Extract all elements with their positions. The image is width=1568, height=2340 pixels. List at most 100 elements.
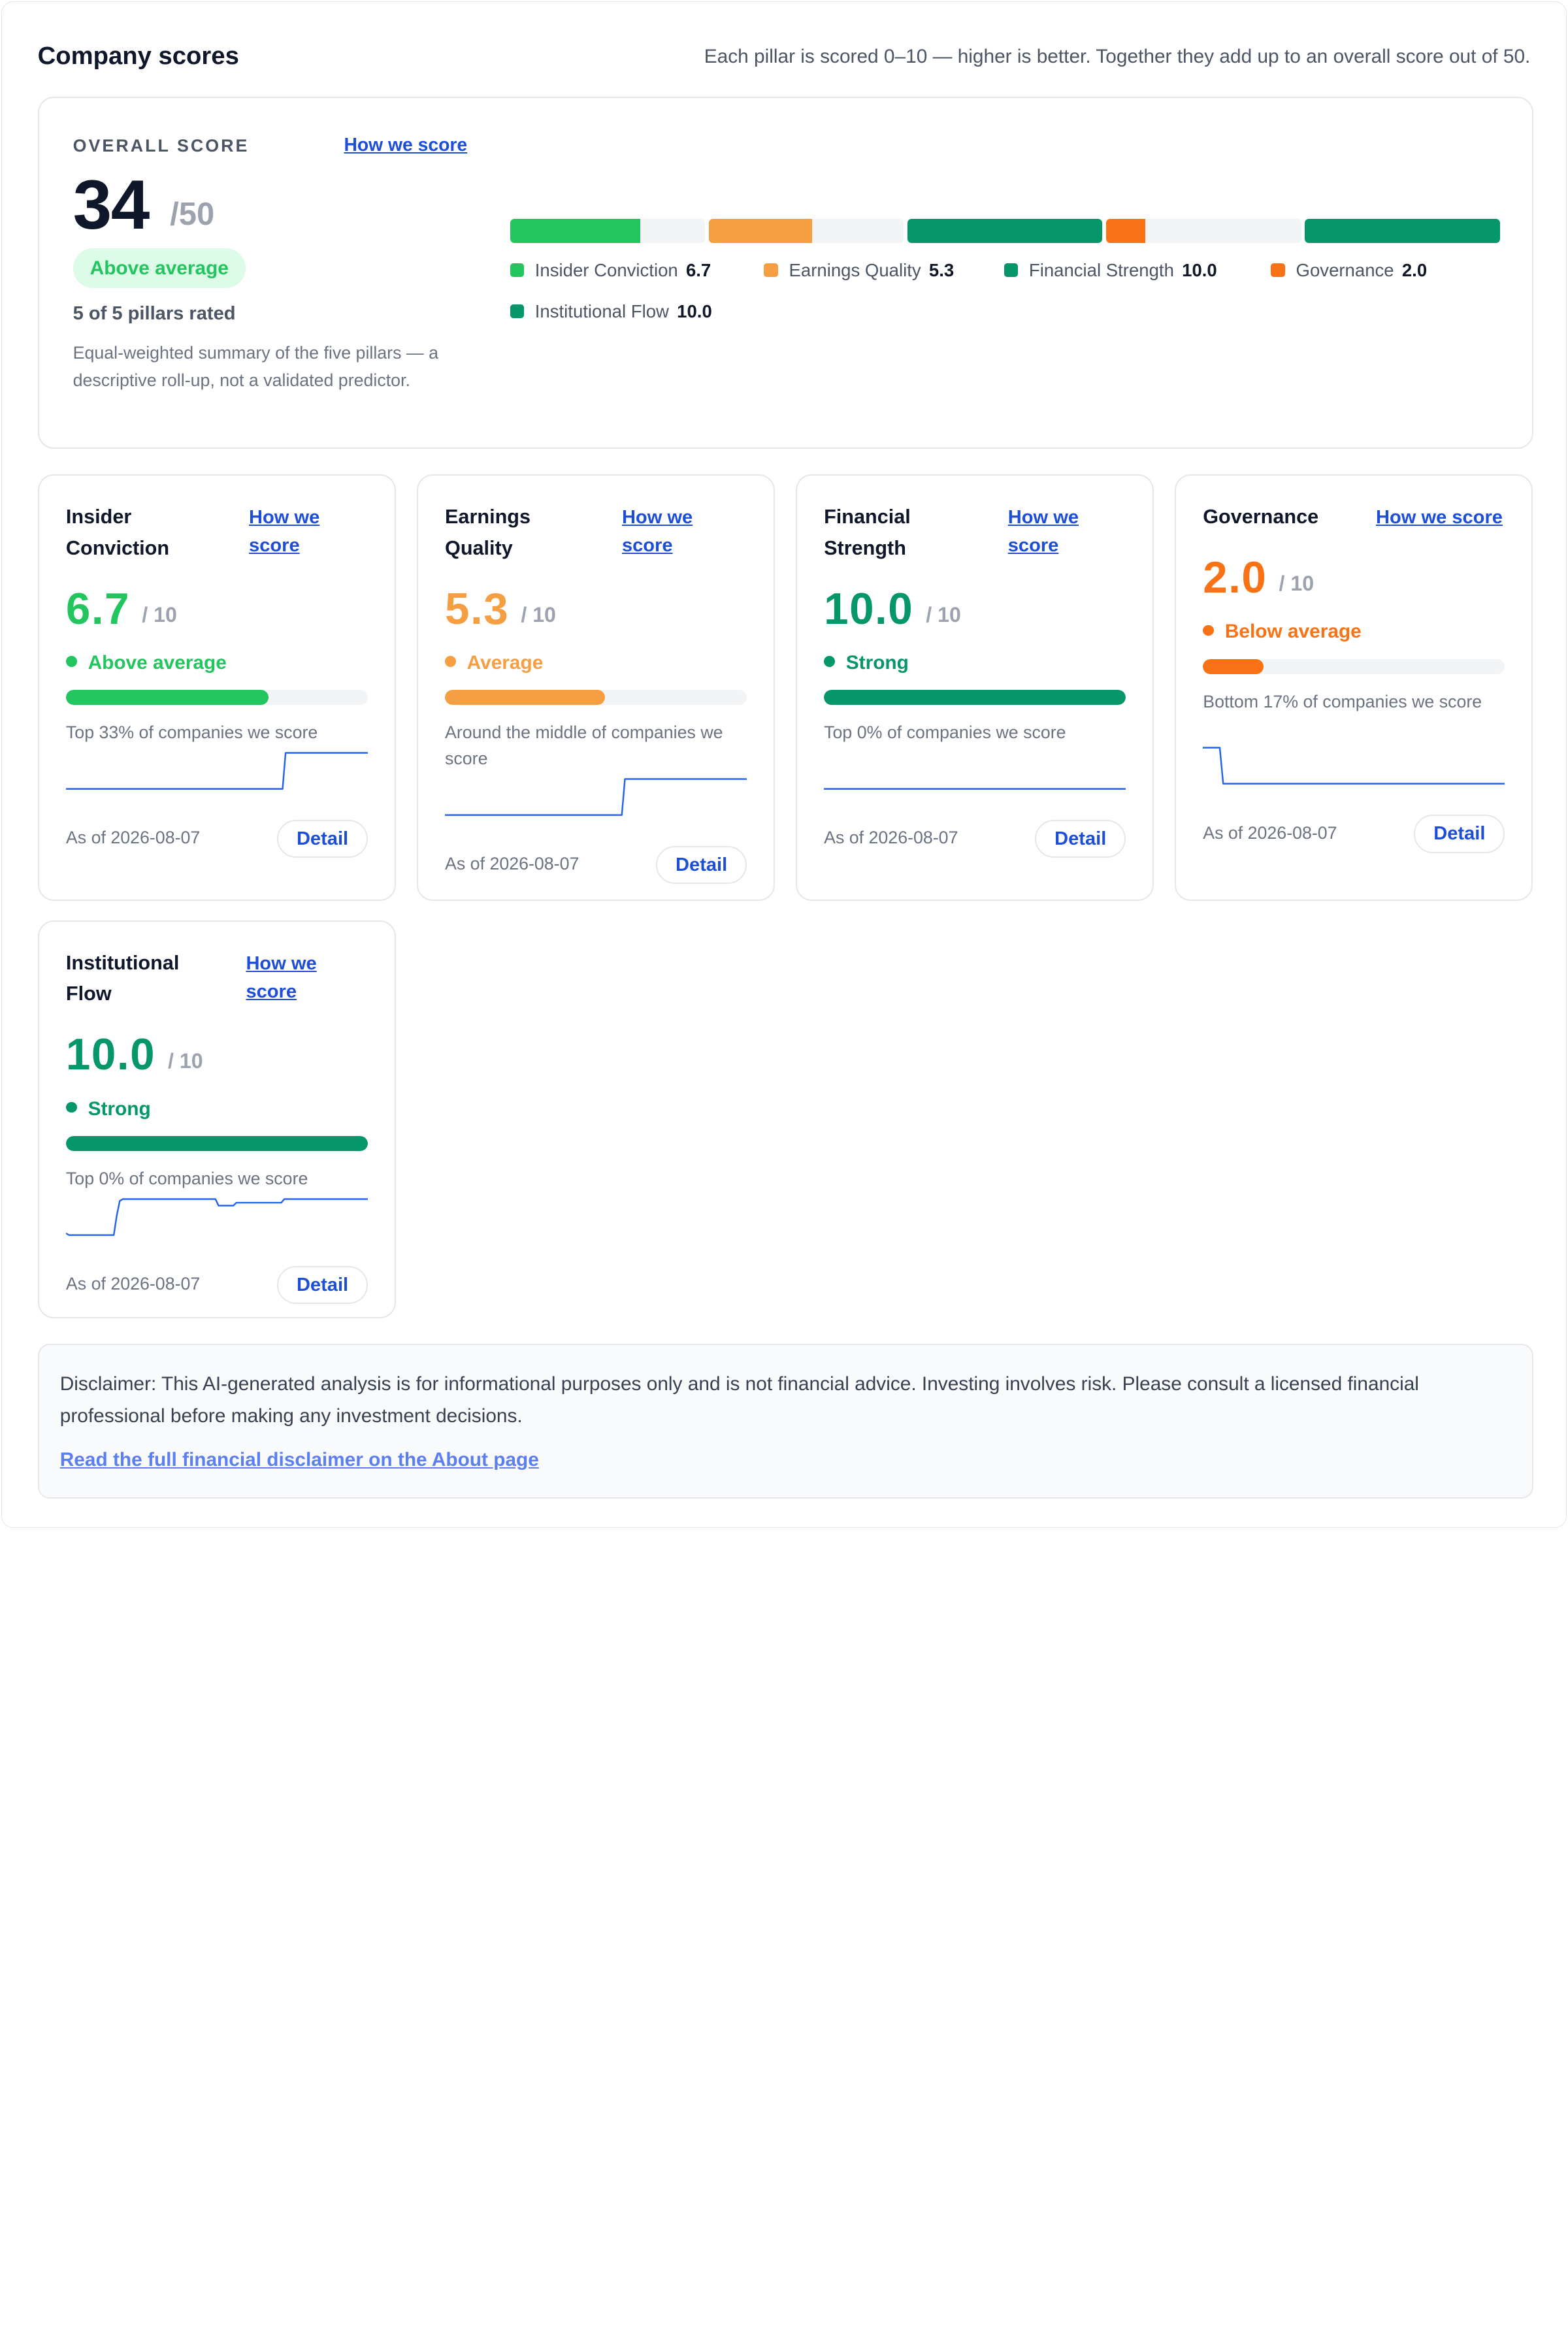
- detail-button[interactable]: Detail: [276, 1265, 368, 1304]
- pillar-card: Governance How we score 2.0 / 10 Below avera…: [1174, 474, 1533, 901]
- pillar-name: Institutional Flow: [65, 951, 180, 1005]
- pillar-rank-text: Bottom 17% of companies we score: [1203, 691, 1482, 711]
- pillar-score-max: / 10: [926, 602, 961, 626]
- legend-label: Governance: [1296, 259, 1394, 280]
- pillar-how-we-score-link[interactable]: How we score: [1007, 507, 1079, 557]
- legend-value: 10.0: [1182, 259, 1217, 280]
- pillar-trend-sparkline: [65, 1197, 368, 1236]
- pillar-score-max: / 10: [168, 1048, 203, 1073]
- status-dot-icon: [65, 1101, 77, 1113]
- pillar-trend-sparkline: [1203, 747, 1505, 785]
- pillar-score-value: 10.0: [824, 584, 914, 634]
- how-we-score-link[interactable]: How we score: [344, 134, 468, 155]
- pillar-as-of-date: As of 2026-08-07: [445, 854, 580, 874]
- pillar-score-value: 5.3: [445, 584, 510, 634]
- pillar-name: Financial Strength: [824, 506, 911, 559]
- pillar-name: Governance: [1203, 506, 1319, 528]
- disclaimer-link[interactable]: Read the full financial disclaimer on th…: [59, 1448, 539, 1471]
- pillar-how-we-score-link[interactable]: How we score: [1376, 507, 1503, 528]
- pillar-rank-text: Around the middle of companies we score: [445, 722, 723, 768]
- pillar-card: Earnings Quality How we score 5.3 / 10 Avera…: [416, 474, 775, 901]
- legend-item: Insider Conviction 6.7: [510, 260, 711, 281]
- status-dot-icon: [445, 655, 456, 667]
- pillar-status-label: Average: [466, 651, 544, 674]
- pillar-as-of-date: As of 2026-08-07: [1203, 822, 1337, 843]
- legend-value: 5.3: [928, 259, 955, 280]
- company-scores-panel: Company scores Each pillar is scored 0–1…: [1, 1, 1567, 1528]
- legend-value: 6.7: [685, 259, 711, 280]
- pillar-status-label: Strong: [845, 651, 909, 674]
- pillar-score-value: 6.7: [65, 584, 131, 634]
- stack-segment: [1106, 219, 1301, 243]
- overall-score-max: /50: [170, 196, 215, 232]
- pillar-progress-fill: [65, 1135, 368, 1151]
- overall-score-value: 34: [73, 165, 150, 244]
- pillar-score-value: 2.0: [1203, 553, 1267, 603]
- sparkline-path: [1203, 747, 1505, 785]
- status-dot-icon: [65, 655, 77, 667]
- overall-score-note: Equal-weighted summary of the five pilla…: [73, 343, 438, 390]
- sparkline-path: [445, 778, 747, 816]
- stack-segment-fill: [1305, 219, 1500, 243]
- pillar-trend-sparkline: [65, 752, 368, 790]
- sparkline-path: [65, 752, 368, 790]
- pillar-status-label: Strong: [88, 1097, 151, 1120]
- stack-segment: [1305, 219, 1500, 243]
- section-header: Company scores Each pillar is scored 0–1…: [38, 40, 1531, 74]
- pillar-score-max: / 10: [521, 602, 556, 626]
- pillar-card: Institutional Flow How we score 10.0 / 10 St…: [37, 920, 396, 1319]
- legend-value: 2.0: [1401, 259, 1428, 280]
- status-dot-icon: [824, 655, 835, 667]
- legend-swatch: [1004, 263, 1019, 278]
- detail-button[interactable]: Detail: [1414, 815, 1505, 853]
- pillar-status: Below average: [1203, 621, 1362, 643]
- legend-value: 10.0: [677, 301, 712, 321]
- pillar-how-we-score-link[interactable]: How we score: [246, 952, 317, 1002]
- legend-label: Financial Strength: [1028, 259, 1174, 280]
- stack-segment: [907, 219, 1103, 243]
- disclaimer-box: Disclaimer: This AI-generated analysis i…: [37, 1343, 1534, 1499]
- detail-button[interactable]: Detail: [1035, 820, 1126, 858]
- stack-segment-fill: [1106, 219, 1145, 243]
- pillar-as-of-date: As of 2026-08-07: [824, 828, 958, 848]
- pillar-how-we-score-link[interactable]: How we score: [249, 507, 320, 557]
- pillar-stacked-bar: [510, 219, 1500, 243]
- pillar-status-label: Below average: [1224, 621, 1362, 643]
- pillars-rated-count: 5 of 5 pillars rated: [73, 302, 236, 324]
- pillar-progress-bar: [65, 690, 368, 705]
- pillar-rank-text: Top 33% of companies we score: [65, 722, 318, 742]
- detail-button[interactable]: Detail: [276, 820, 368, 858]
- legend-swatch: [1271, 263, 1285, 278]
- pillar-card: Financial Strength How we score 10.0 / 10 St…: [795, 474, 1154, 901]
- stack-segment-fill: [510, 219, 641, 243]
- pillar-card: Insider Conviction How we score 6.7 / 10 Abo…: [37, 474, 396, 901]
- legend-label: Earnings Quality: [789, 259, 921, 280]
- pillar-progress-bar: [445, 690, 747, 705]
- pillar-name: Earnings Quality: [445, 506, 531, 559]
- pillar-rank-text: Top 0% of companies we score: [65, 1168, 308, 1188]
- pillar-progress-fill: [65, 690, 269, 705]
- disclaimer-text: Disclaimer: This AI-generated analysis i…: [59, 1373, 1419, 1427]
- legend-swatch: [510, 263, 524, 278]
- status-dot-icon: [1203, 625, 1215, 636]
- stack-segment: [510, 219, 705, 243]
- pillar-name: Insider Conviction: [65, 506, 170, 559]
- pillar-progress-fill: [445, 690, 605, 705]
- overall-status-badge: Above average: [73, 248, 246, 288]
- pillar-how-we-score-link[interactable]: How we score: [621, 507, 693, 557]
- pillar-status: Above average: [65, 652, 227, 674]
- detail-button[interactable]: Detail: [655, 845, 747, 884]
- pillar-as-of-date: As of 2026-08-07: [65, 1273, 201, 1293]
- pillar-rank-text: Top 0% of companies we score: [824, 722, 1066, 742]
- stack-segment-fill: [708, 219, 812, 243]
- stack-segment: [708, 219, 904, 243]
- overall-score-card: OVERALL SCORE How we score 34 /50 Above …: [37, 96, 1534, 449]
- legend-swatch: [764, 263, 778, 278]
- pillar-score-value: 10.0: [65, 1030, 156, 1080]
- legend-item: Earnings Quality 5.3: [764, 260, 954, 281]
- pillar-trend-sparkline: [445, 778, 747, 816]
- pillar-trend-sparkline: [824, 788, 1126, 790]
- pillar-as-of-date: As of 2026-08-07: [65, 828, 201, 848]
- pillar-status: Strong: [65, 1097, 151, 1120]
- pillar-status: Strong: [824, 652, 909, 674]
